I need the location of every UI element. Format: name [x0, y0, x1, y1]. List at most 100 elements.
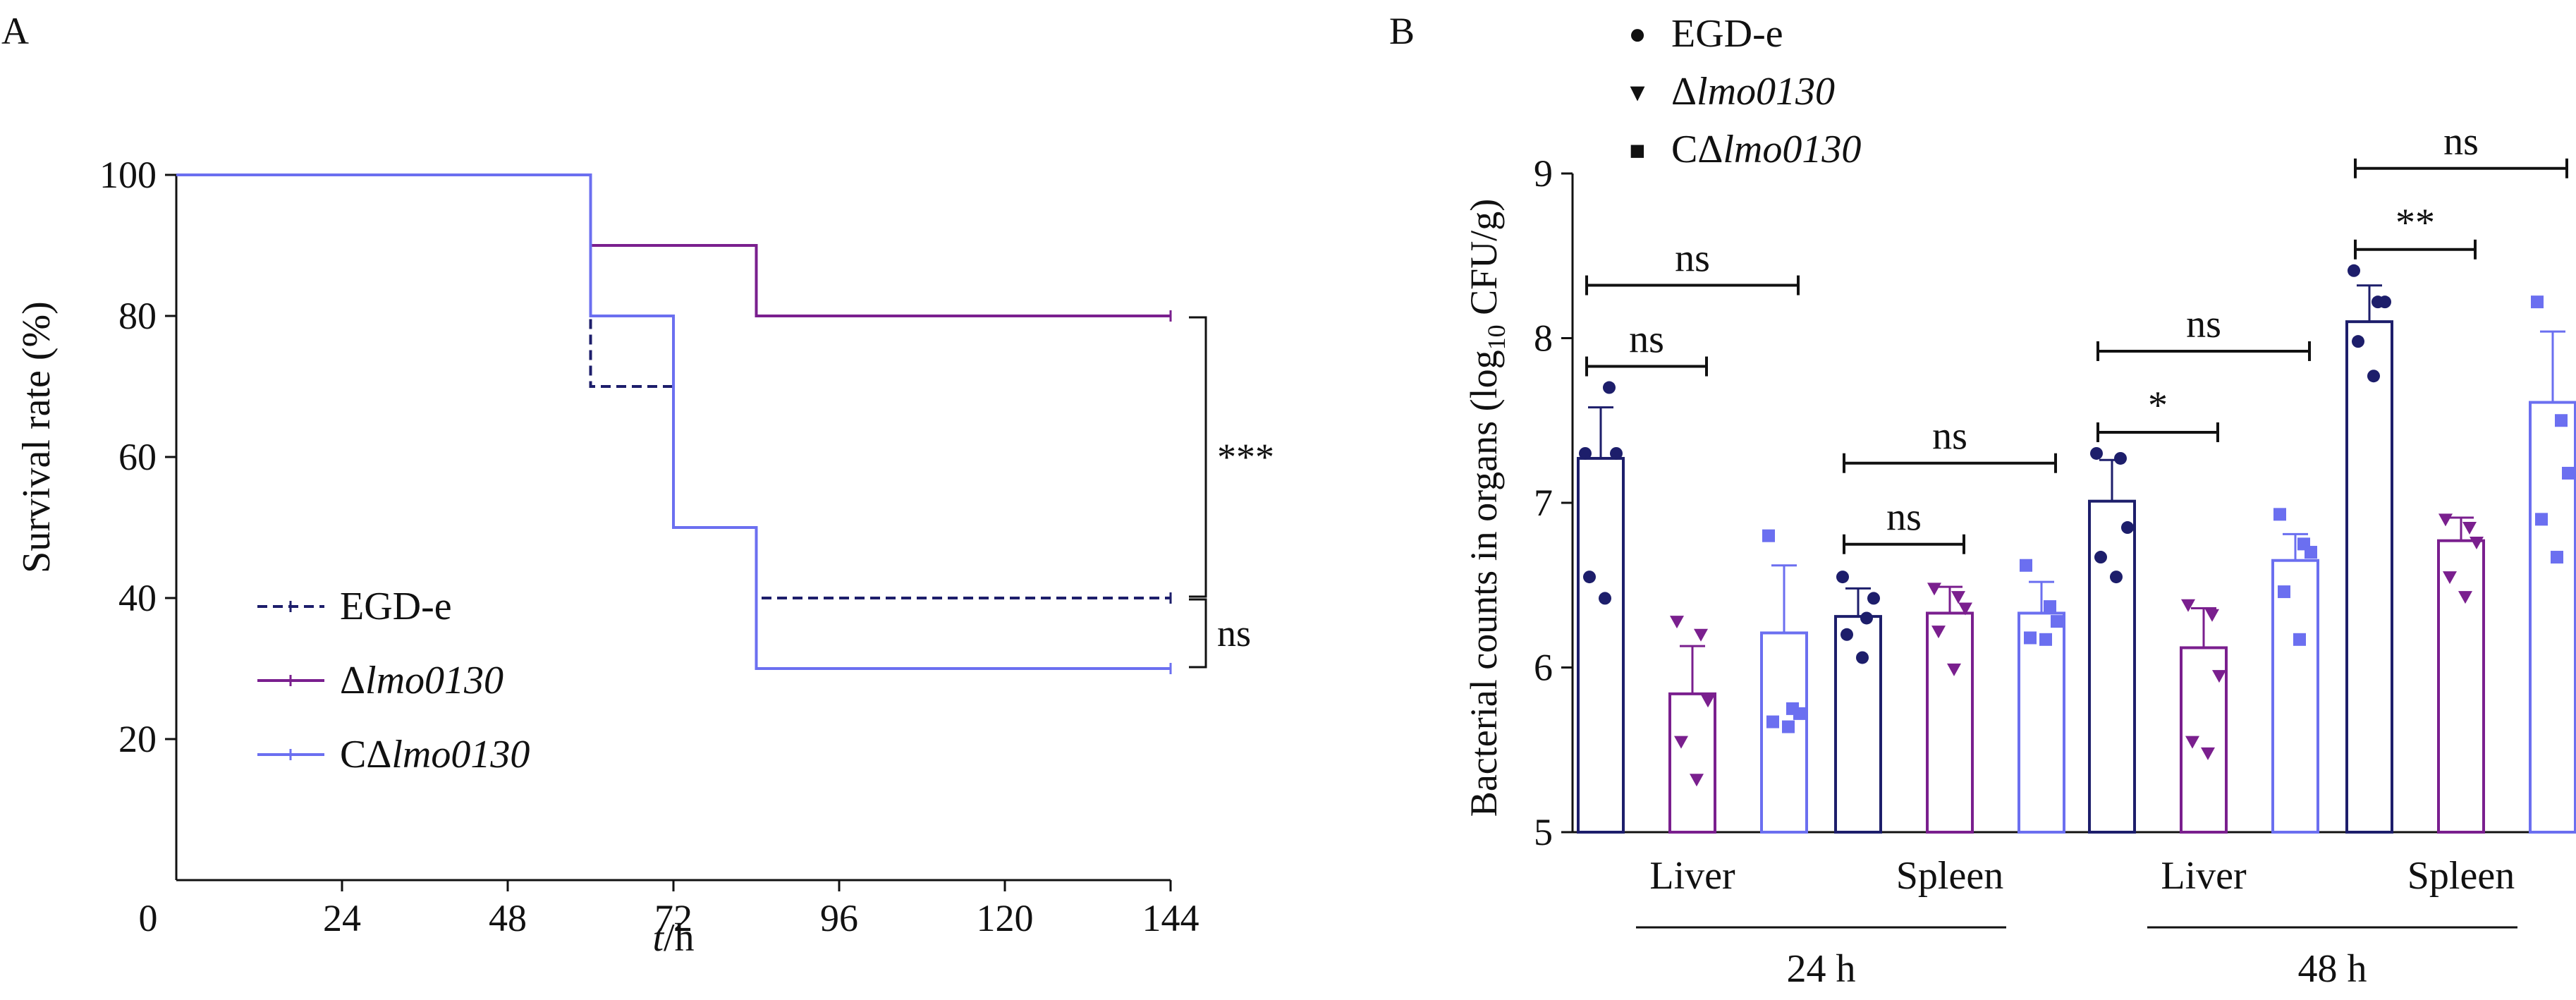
panel-b-point-lmo	[1670, 616, 1684, 629]
panel-a-legend-label-prefix: CΔ	[340, 733, 391, 776]
panel-b-point-clmo	[2039, 633, 2052, 646]
panel-b-point-clmo	[2531, 295, 2544, 309]
panel-b-point-clmo	[1762, 529, 1775, 542]
panel-a-significance: *** ns	[1189, 316, 1274, 669]
panel-b-point-lmo	[1958, 602, 1972, 616]
panel-a-x-axis-label-unit: /h	[664, 916, 695, 960]
panel-b-axes: 5 6 7 8 9 Liver Spleen Liver Spleen 24 h 48 h	[1534, 152, 2556, 991]
panel-b-points	[1579, 264, 2575, 787]
panel-b-y-tick-label: 6	[1534, 647, 1553, 689]
panel-b-legend-label-egd: EGD-e	[1671, 12, 1783, 56]
panel-b-point-lmo	[2462, 522, 2477, 535]
panel-b-point-egd	[1610, 446, 1623, 460]
panel-b-point-lmo	[2181, 599, 2195, 612]
panel-b-point-lmo	[2470, 537, 2484, 550]
panel-b-legend-label-prefix: Δ	[1671, 70, 1697, 114]
panel-b-category-label: Spleen	[2407, 854, 2515, 898]
panel-b-point-egd	[1841, 628, 1853, 641]
panel-a-legend-label-prefix: Δ	[340, 659, 365, 702]
panel-a-y-tick-label: 100	[99, 154, 157, 196]
panel-b-point-lmo	[1690, 774, 1704, 787]
panel-b-bar-egd	[1834, 615, 1882, 834]
panel-b-point-clmo	[2562, 466, 2575, 480]
panel-b-bar-clmo	[2018, 611, 2065, 834]
panel-b-point-lmo	[2458, 591, 2472, 604]
panel-b-legend-label-lmo: Δlmo0130	[1671, 70, 1835, 114]
panel-b-point-lmo	[2201, 747, 2215, 760]
panel-a-legend-label-italic: lmo0130	[391, 733, 530, 776]
panel-b-point-lmo	[1931, 626, 1946, 639]
panel-a-x-axis-label-italic: t	[652, 916, 664, 960]
panel-a-x-axis-label: t/h	[652, 916, 694, 960]
panel-b-point-clmo	[1782, 720, 1795, 733]
panel-a-survival-curves	[176, 173, 1172, 674]
panel-b-y-tick-label: 8	[1534, 317, 1553, 360]
panel-b-point-egd	[1579, 446, 1592, 460]
panel-a-series-clmo-line	[176, 173, 1171, 670]
panel-b-comparison-label: ns	[1675, 237, 1710, 281]
panel-b-point-egd	[2348, 264, 2360, 277]
panel-a-series-lmo-line	[176, 173, 1171, 317]
panel-b-point-clmo	[1793, 707, 1806, 720]
panel-b-comparison-label: ns	[2443, 120, 2479, 164]
panel-b-point-egd	[2090, 446, 2103, 460]
panel-a-legend-label-italic: lmo0130	[365, 659, 503, 702]
panel-b-y-axis-label: Bacterial counts in organs (log10 CFU/g)	[1463, 199, 1510, 817]
panel-b-point-clmo	[2024, 631, 2037, 645]
panel-b-point-clmo	[2305, 546, 2317, 559]
panel-a-x-tick-label: 72	[654, 897, 692, 939]
panel-a-x-tick-label: 48	[489, 897, 527, 939]
panel-b-legend-label-italic: lmo0130	[1723, 128, 1861, 171]
panel-b-point-clmo	[2273, 508, 2286, 521]
panel-b-point-egd	[2094, 551, 2107, 564]
panel-b-point-egd	[2114, 451, 2127, 465]
panel-a-y-tick-label: 20	[118, 718, 157, 760]
panel-a-x-tick-label: 144	[1142, 897, 1200, 939]
panel-b-comparison-label: ns	[1932, 415, 1967, 458]
panel-b-timepoint-label: 24 h	[1787, 947, 1856, 991]
panel-b-legend-label-italic: lmo0130	[1697, 70, 1835, 114]
panel-b-point-egd	[1867, 592, 1880, 605]
panel-b-point-egd	[1583, 571, 1596, 584]
panel-b-category-label: Liver	[1649, 854, 1735, 898]
panel-b-point-egd	[1599, 592, 1611, 605]
panel-b-point-lmo	[1694, 628, 1708, 642]
panel-b-point-clmo	[2278, 585, 2290, 599]
panel-b-point-lmo	[2212, 670, 2226, 683]
panel-a-x-tick-label: 24	[323, 897, 361, 939]
panel-a-legend-label-lmo: Δlmo0130	[340, 659, 503, 702]
panel-b-point-lmo	[1947, 663, 1961, 676]
panel-b-category-label: Spleen	[1896, 854, 2003, 898]
panel-b-y-axis-label-prefix: Bacterial counts in organs (log	[1463, 350, 1505, 817]
panel-b-point-clmo	[2020, 559, 2032, 572]
panel-b-comparison-label: ns	[2186, 303, 2221, 346]
panel-b-y-tick-label: 9	[1534, 152, 1553, 195]
panel-b-point-egd	[2379, 295, 2391, 309]
panel-b-y-tick-label: 7	[1534, 482, 1553, 524]
panel-b-point-clmo	[2044, 600, 2056, 614]
panel-b-legend-marker-lmo: ▾	[1630, 76, 1644, 109]
panel-a-y-tick-label: 40	[118, 577, 157, 619]
panel-b-legend-marker-egd: ●	[1628, 18, 1646, 51]
panel-b-point-egd	[2367, 370, 2380, 383]
panel-a-x-tick-label: 120	[977, 897, 1034, 939]
panel-a-axes: 0 24 48 72 96 120 144 20 40 60 80 100	[99, 154, 1200, 939]
panel-b-y-tick-label: 5	[1534, 811, 1553, 853]
panel-b-label: B	[1389, 10, 1415, 52]
panel-a-legend-label-egd: EGD-e	[340, 585, 452, 628]
panel-b-point-lmo	[1701, 695, 1715, 708]
panel-b-y-axis-label-sub: 10	[1482, 324, 1510, 350]
panel-b-point-lmo	[2185, 736, 2199, 749]
panel-b-point-clmo	[2051, 615, 2063, 628]
panel-b-point-clmo	[2555, 414, 2568, 427]
panel-a-significance-bracket	[1189, 598, 1207, 669]
panel-b-point-lmo	[2438, 513, 2453, 527]
panel-b-point-lmo	[1927, 583, 1941, 596]
panel-b-comparison-label: ns	[1886, 496, 1922, 539]
panel-b-point-clmo	[2535, 513, 2548, 526]
panel-a-label: A	[1, 10, 29, 52]
panel-b-bar-lmo	[2437, 539, 2485, 834]
panel-b-bars	[1577, 284, 2576, 834]
